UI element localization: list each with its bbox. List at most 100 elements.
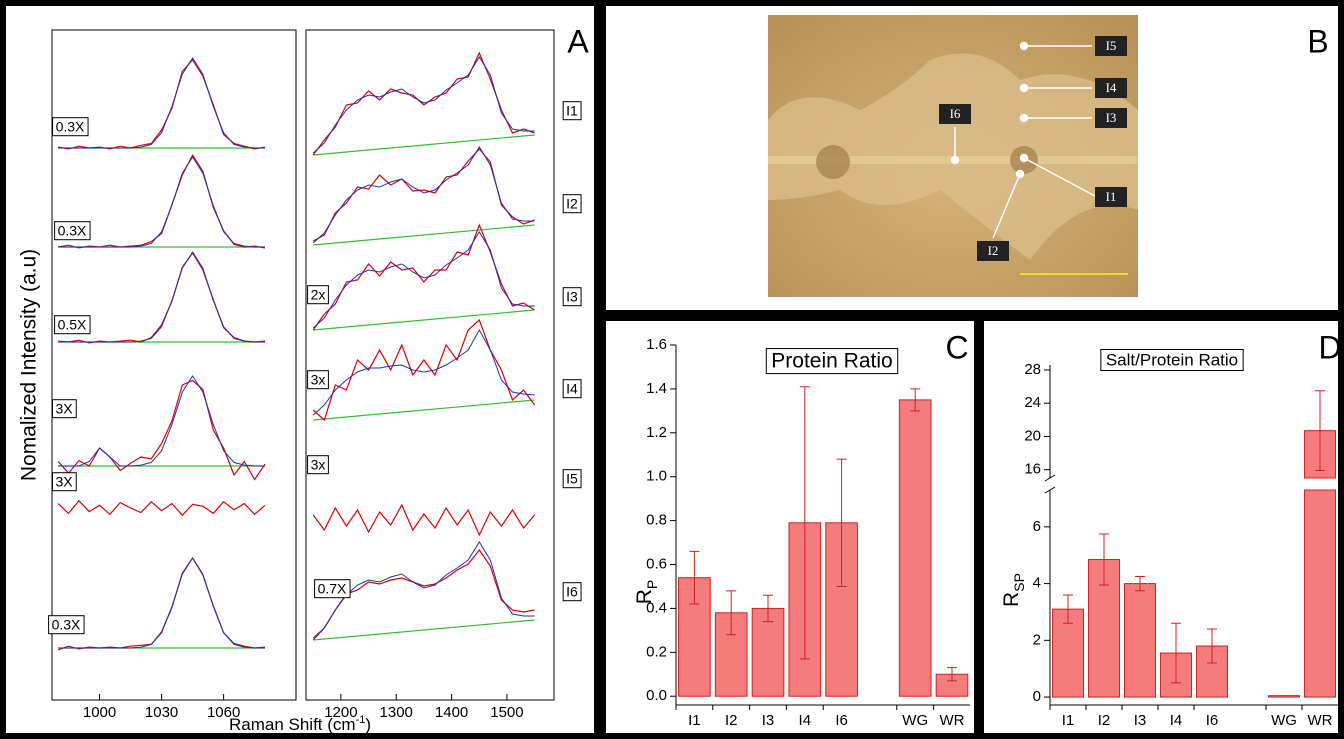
bar [1268,695,1300,698]
fit-line [58,557,265,649]
axis-break [1044,474,1056,494]
spectrum-label: I4 [566,381,578,397]
image-label: I3 [1106,110,1117,125]
y-tick-label: 0.6 [646,555,667,572]
error-bar [1099,533,1109,586]
y-tick-label: 1.4 [646,380,667,397]
x-tick-label: I4 [1170,712,1183,729]
spectrum [312,148,535,242]
panel-frame [978,315,1344,739]
bar [1124,583,1156,698]
fit-line [58,375,265,467]
error-bar [1135,576,1145,592]
chart-title: Protein Ratio [771,350,892,373]
label-box [562,379,582,399]
x-tick-label: I3 [762,712,775,729]
error-bar [1207,628,1217,664]
scale-label: 0.7X [318,581,347,597]
baseline [313,224,535,246]
y-tick-label: 4 [1033,575,1041,592]
error-bar [799,386,810,660]
x-tick-label: I6 [835,712,848,729]
y-tick-label: 1.6 [646,336,667,353]
micrograph [768,15,1138,297]
x-tick-label: I1 [1062,712,1075,729]
x-tick-label: I4 [799,712,812,729]
y-axis-label: RP [633,580,660,605]
image-label: I5 [1106,38,1117,53]
y-tick-label: 0.0 [646,687,667,704]
label-box [307,370,329,390]
label-box [562,582,582,602]
label-box [562,469,582,489]
fit-line [312,56,535,154]
image-label: I2 [988,243,999,258]
scale-label: 0.3X [52,617,81,633]
baseline [313,399,535,421]
spectrum-label: I1 [566,103,578,119]
spectrum [312,503,536,537]
scale-label: 2x [311,287,326,303]
fit-line [312,146,535,244]
x-tick-label: WR [940,712,965,729]
x-tick-label: WG [1271,712,1297,729]
spectrum [312,318,536,422]
scale-label: 0.3X [56,119,85,135]
scale-label: 3x [311,457,326,473]
error-bar [910,388,921,412]
error-bar [763,594,773,623]
y-tick-label: 1.2 [646,424,667,441]
label-box [314,579,351,599]
scale-label: 0.3X [58,223,87,239]
x-tick-label: 1200 [324,704,357,721]
panel-frame [600,0,1344,316]
bar [825,522,858,697]
y-tick-label: 20 [1024,427,1041,444]
label-box [307,285,329,305]
spectrum [58,556,266,651]
y-tick-label: 0.2 [646,643,667,660]
image-label: I6 [950,106,961,121]
x-tick-label: WR [1308,712,1333,729]
chart-title: Salt/Protein Ratio [1106,350,1238,369]
spectrum [58,58,266,150]
x-tick-label: 1060 [207,704,240,721]
error-bar [1315,390,1325,472]
error-bar [689,550,700,605]
fit-line [58,57,265,149]
x-tick-label: 1500 [490,704,523,721]
error-bar [726,590,737,636]
scale-label: 3X [55,474,73,490]
y-tick-label: 0.4 [646,599,667,616]
plot-frame [51,29,297,701]
label-box [562,287,582,307]
fit-line [58,251,265,343]
baseline [313,619,535,641]
x-axis-label: Raman Shift (cm-1) [229,714,371,735]
x-tick-label: WG [902,712,928,729]
spectrum [57,379,266,481]
x-tick-label: I6 [1206,712,1219,729]
fit-line [58,156,265,248]
y-tick-label: 0.8 [646,512,667,529]
fit-line [312,231,535,329]
label-box [562,101,582,121]
y-tick-label: 1.0 [646,468,667,485]
bar [1304,489,1336,698]
y-tick-label: 24 [1024,394,1041,411]
panel-label: D [1318,329,1341,365]
y-tick-label: 28 [1024,361,1041,378]
bar [751,607,785,697]
label-box [54,221,91,241]
error-bar [947,667,957,682]
spectrum-label: I2 [566,196,578,212]
y-axis-label: RSP [1000,573,1027,607]
spectrum-label: I6 [566,584,578,600]
panel-label: B [1307,23,1328,59]
error-bar [1063,594,1073,624]
y-axis-label: Nomalized Intensity (a.u) [18,249,41,481]
panel-label: C [945,329,968,365]
y-tick-label: 16 [1024,461,1041,478]
scale-label: 3x [311,372,326,388]
x-tick-label: 1000 [83,704,116,721]
